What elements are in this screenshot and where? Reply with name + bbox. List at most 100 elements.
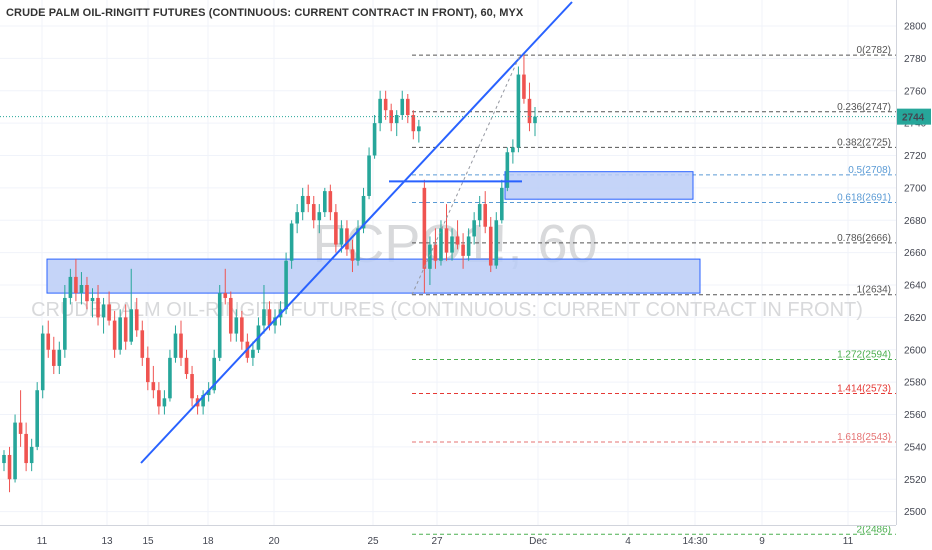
y-tick-label: 2580 (904, 378, 927, 389)
demand-zone (46, 258, 701, 294)
fib-anchor-line (411, 54, 521, 295)
y-tick-label: 2700 (904, 183, 927, 194)
candle-body (289, 223, 294, 261)
candle-body (400, 98, 405, 116)
candle-body (516, 74, 521, 148)
candle-body (533, 116, 537, 124)
y-tick-label: 2500 (904, 507, 927, 518)
candle-body (251, 349, 255, 358)
candle-body (323, 191, 327, 213)
candle-body (428, 244, 432, 269)
fib-label: 1(2634) (857, 285, 891, 296)
candle-body (450, 236, 454, 253)
candle-body (483, 204, 488, 227)
fib-label: 1.414(2573) (837, 383, 891, 394)
y-tick-label: 2800 (904, 22, 927, 33)
candle-body (151, 382, 156, 391)
candle-body (417, 126, 421, 132)
candle-body (212, 357, 216, 391)
candle-body (405, 98, 410, 116)
candle-body (472, 220, 476, 237)
x-tick-label: 4 (625, 536, 631, 547)
candle-body (334, 212, 338, 245)
candle-body (223, 293, 228, 298)
fibonacci-levels[interactable]: 0(2782) 0.236(2747) 0.382(2725) 0.5(2708) 0.… (412, 45, 896, 535)
candle-body (112, 320, 117, 350)
x-tick-label: 27 (431, 536, 443, 547)
x-tick-label: 11 (843, 536, 854, 547)
y-tick-label: 2780 (904, 54, 927, 65)
fib-label: 0(2782) (857, 45, 891, 56)
candle-body (455, 236, 460, 245)
candle-body (90, 297, 95, 302)
candle-body (96, 297, 100, 318)
fib-label: 1.618(2543) (837, 432, 891, 443)
candle-body (284, 260, 288, 310)
y-tick-label: 2760 (904, 86, 927, 97)
candle-body (300, 195, 305, 213)
watermark-description: CRUDE PALM OIL-RINGITT FUTURES (CONTINUO… (31, 299, 863, 321)
x-tick-label: 25 (367, 536, 379, 547)
candle-body (85, 285, 89, 302)
drawings[interactable] (0, 1, 896, 464)
last-price-badge (897, 108, 931, 125)
candle-body (173, 333, 178, 358)
y-tick-label: 2720 (904, 151, 927, 162)
y-tick-label: 2680 (904, 216, 927, 227)
x-tick-label: 14:30 (682, 536, 707, 547)
x-tick-label: Dec (529, 536, 547, 547)
candle-body (422, 187, 427, 269)
x-tick-label: 18 (202, 536, 214, 547)
candle-body (439, 228, 443, 261)
candle-body (494, 220, 499, 266)
candle-body (295, 212, 299, 224)
candle-body (345, 228, 349, 250)
candle-body (306, 195, 311, 205)
fib-label: 0.618(2691) (837, 192, 891, 203)
candle-body (118, 317, 122, 350)
candle-body (46, 333, 51, 350)
candle-body (262, 309, 266, 326)
fib-label: 1.272(2594) (837, 349, 891, 360)
candle-body (433, 244, 438, 261)
candle-body (79, 285, 84, 294)
fib-label: 0.786(2666) (837, 233, 891, 244)
candle-body (394, 115, 399, 124)
candle-body (184, 357, 189, 375)
chart-title: CRUDE PALM OIL-RINGITT FUTURES (CONTINUO… (6, 7, 524, 19)
candle-body (51, 349, 56, 366)
candle-body (18, 422, 23, 434)
zones[interactable] (46, 171, 701, 294)
candle-body (383, 98, 388, 111)
candle-body (63, 297, 67, 350)
last-price-label: 2744 (902, 112, 925, 123)
candle-body (228, 297, 233, 334)
candle-body (157, 390, 161, 407)
y-tick-label: 2540 (904, 442, 927, 453)
candle-body (328, 191, 333, 213)
candle-body (206, 390, 211, 396)
supply-zone (504, 171, 694, 200)
candle-body (389, 110, 393, 124)
candle-body (234, 317, 239, 334)
candle-body (162, 398, 167, 407)
candle-body (522, 74, 526, 99)
candle-body (123, 317, 128, 342)
candle-body (488, 226, 493, 266)
candle-body (2, 454, 6, 464)
candle-body (378, 98, 382, 124)
candle-body (168, 357, 172, 399)
candle-body (273, 317, 277, 326)
x-tick-label: 13 (101, 536, 113, 547)
candle-body (217, 293, 222, 358)
x-tick-label: 9 (759, 536, 765, 547)
x-tick-label: 20 (268, 536, 280, 547)
candle-body (444, 228, 449, 253)
candle-body (267, 309, 272, 326)
y-tick-label: 2640 (904, 281, 927, 292)
trendline (140, 1, 573, 464)
candle-body (240, 317, 244, 342)
candle-body (511, 147, 515, 153)
